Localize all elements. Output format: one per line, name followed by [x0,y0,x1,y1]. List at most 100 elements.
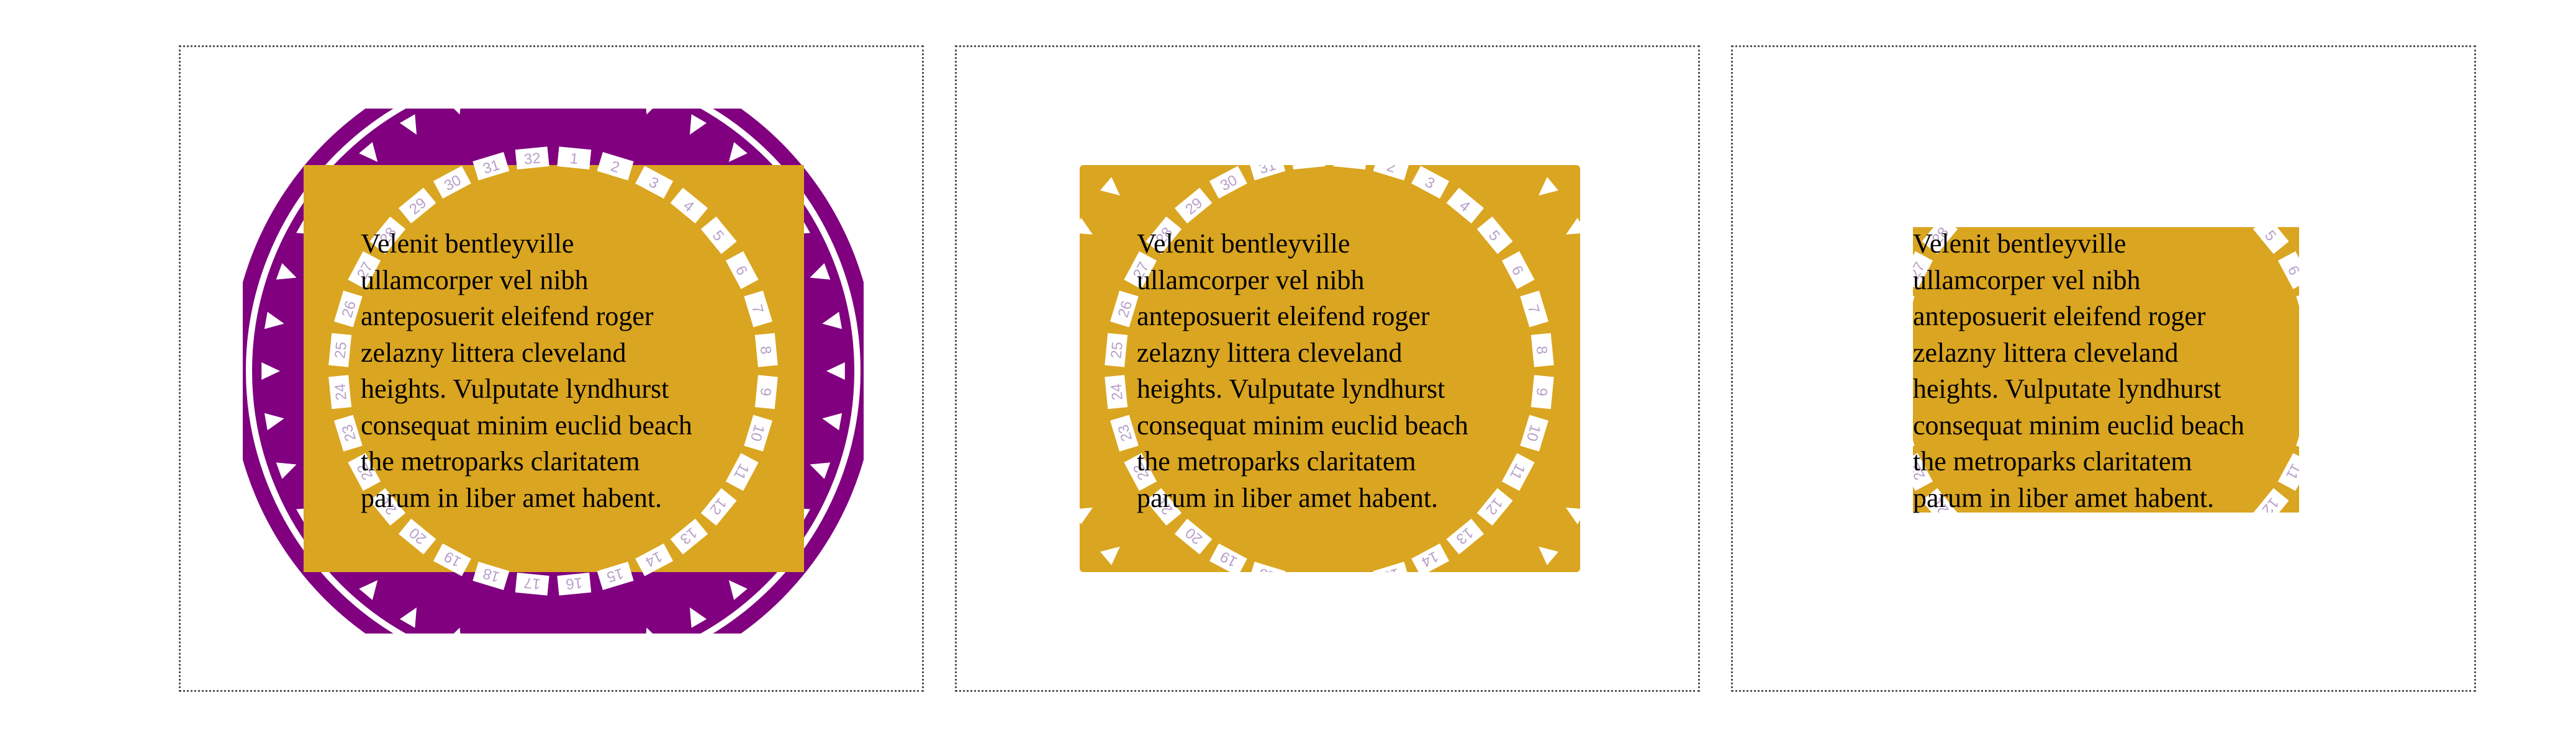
dial-number-box [398,518,436,555]
dial-number-box [670,187,708,224]
tick-mark [1221,94,1237,115]
dial-number-box [1411,166,1450,199]
dial-number-box [754,375,778,410]
dial-number-box [1105,375,1128,410]
dial-number-box [557,146,592,170]
dial-number-label: 1 [1345,150,1355,168]
dial-number-box [1105,333,1128,367]
paragraph-line: the metroparks claritatem [1913,446,2192,477]
dial-number-box [2068,573,2102,596]
dial-number-box [1291,573,1326,596]
paragraph-line: anteposuerit eleifend roger [1913,301,2206,331]
tick-mark [1041,413,1060,431]
dial-number-box [1333,573,1367,596]
dial-number-box [1209,543,1247,572]
panel-3-graphic: 1 234567891011121314151617181920212223242… [1881,146,2330,596]
panel-1-graphic: 1 234567891011121314151617181920212223242… [243,79,864,634]
paragraph-line: Velenit bentleyville [1137,228,1350,259]
tick-mark [728,142,748,162]
panel-3: 1 2 3 4 5 6 7 8 9 10 11 12 13 14 15 16 17 18 19 20 21 22 23 24 2… [1731,45,2476,692]
tick-mark [1270,83,1288,102]
tick-mark [276,263,297,280]
dial-number: 18 [472,562,510,591]
dial-number-box [2109,146,2143,169]
dial-number-box [725,251,759,289]
paragraph-line: heights. Vulputate lyndhurst [1913,374,2221,404]
dial-number-label: 25 [332,341,350,359]
dial-number-label: 26 [1891,299,1912,320]
dial-number: 8 [1530,333,1554,367]
tick-mark [399,607,417,628]
tick-mark [261,362,280,380]
paragraph-line: parum in liber amet habent. [1913,482,2215,513]
dial-number: 26 [333,290,363,328]
dial-number: 6 [2277,251,2299,289]
dial-number-box [472,562,510,591]
dial-number-box [597,562,634,591]
dial-number-box [1476,216,1513,254]
number-ring: 1 234567891011121314151617181920212223242… [1105,150,1554,596]
dial-number-box [1446,518,1485,555]
dial-number-label: 16 [2117,574,2135,592]
dial-number-box [1174,518,1213,555]
dial-number: 15 [597,562,634,591]
dial-number: 14 [1411,543,1450,572]
tick-mark [545,79,562,98]
paragraph-line: heights. Vulputate lyndhurst [1137,374,1445,404]
dial-number-box [700,216,737,254]
tick-mark [264,413,284,431]
dial-number: 5 [1476,216,1513,254]
tick-mark [1539,546,1558,565]
dial-number-label: 2 [2161,158,2174,176]
dial-number: 3 [1411,166,1450,199]
dial-number: 9 [2307,375,2330,409]
dial-number-box [2149,562,2186,590]
tick-mark [1421,94,1437,115]
paragraph-line: parum in liber amet habent. [361,482,662,513]
tick-mark [359,580,378,600]
dial-number: 32 [515,146,549,170]
dial-number-box [328,333,352,367]
dial-number: 21 [1146,488,1182,526]
paragraph-line: ullamcorper vel nibh [1913,264,2141,295]
dial-number-label: 10 [2299,423,2320,443]
paragraph-line: zelazny littera cleveland [1137,337,1403,368]
dial-number: 19 [1209,543,1247,572]
dial-number-box [1209,166,1247,199]
tick-mark [1052,462,1073,478]
dial-number: 30 [1986,166,2023,199]
tick-mark [1321,79,1338,98]
dial-number-box [1913,290,1915,328]
dial-number-box [2223,519,2260,555]
paragraph-line: heights. Vulputate lyndhurst [361,374,669,404]
dial-number: 2 [597,151,634,181]
tick-mark [595,83,613,102]
dial-number-box [744,414,773,452]
tick-mark [1586,462,1606,478]
dial-number-box [1520,414,1549,452]
dial-number-box [1881,375,1904,409]
dial-number: 8 [2307,333,2330,367]
paragraph-line: anteposuerit eleifend roger [361,301,654,331]
dial-number: 24 [328,375,352,410]
tick-mark [1505,580,1524,600]
paragraph-line: Velenit bentleyville [1913,228,2126,259]
dial-number: 4 [1446,187,1485,224]
dial-number-box [754,333,778,367]
paragraph: Velenit bentleyville ullamcorper vel nib… [1137,226,1468,516]
dial-number-box [2277,453,2299,491]
dial-number-box [333,414,363,452]
dial-number-label: 1 [569,150,579,168]
dial-number: 1 [2109,146,2143,169]
dial-number: 8 [754,333,778,367]
dial-number-label: 29 [1958,195,1982,218]
paragraph-line: consequat minim euclid beach [361,410,692,441]
dial-number-label: 20 [1958,524,1982,548]
dial-number-box [2109,573,2143,596]
dial-number: 31 [472,151,510,181]
tick-mark [1270,640,1288,660]
tick-mark [1505,142,1524,162]
dial-number: 24 [1105,375,1128,410]
dial-number: 7 [2296,290,2299,328]
dial-number-box [1446,187,1485,224]
